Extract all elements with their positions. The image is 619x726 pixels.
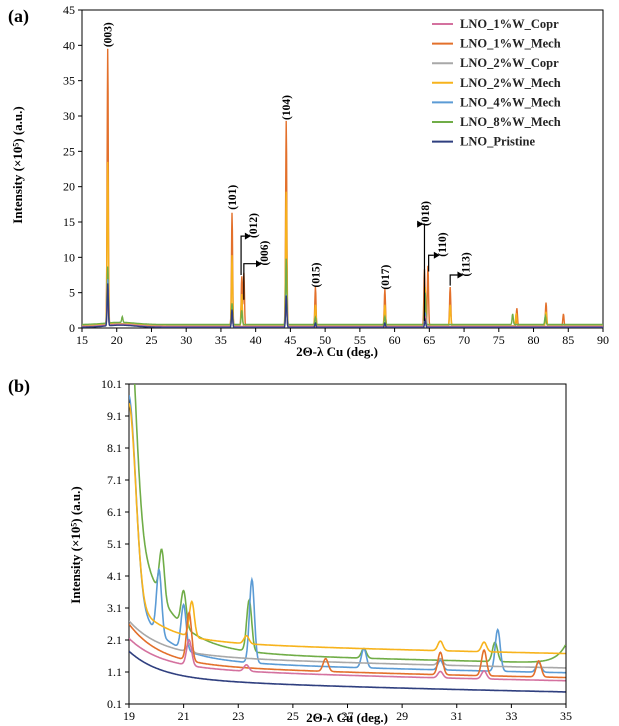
annotation-arrow — [243, 263, 257, 300]
peak-annotation: (110) — [437, 232, 449, 256]
y-tick-label: 8.1 — [107, 441, 122, 455]
x-tick-label: 27 — [342, 709, 354, 723]
y-tick-label: 4.1 — [107, 569, 122, 583]
x-tick-label: 29 — [396, 709, 408, 723]
peak-annotation: (012) — [248, 213, 260, 238]
panel-a-label: (a) — [8, 6, 29, 27]
peak-annotation: (015) — [310, 262, 322, 287]
annotation-arrowhead — [244, 232, 251, 240]
legend-label: LNO_8%W_Mech — [460, 115, 561, 129]
y-tick-label: 40 — [63, 38, 75, 52]
annotation-arrow — [428, 254, 434, 272]
chart-b-xlabel: 2Θ-λ Cu (deg.) — [306, 710, 388, 725]
x-tick-label: 30 — [180, 333, 192, 347]
y-tick-label: 5.1 — [107, 537, 122, 551]
panel-b-label: (b) — [8, 376, 30, 397]
peak-annotation: (018) — [420, 201, 432, 226]
x-tick-label: 75 — [493, 333, 505, 347]
series-line-LNO_2%W_Mech — [129, 402, 566, 655]
annotation-arrow — [449, 274, 458, 286]
annotation-arrowhead — [457, 271, 464, 279]
x-tick-label: 19 — [123, 709, 135, 723]
chart-b-ylabel: Intensity (×10⁵) (a.u.) — [68, 486, 83, 603]
series-line-LNO_1%W_Copr — [129, 637, 566, 682]
chart-a-ylabel: Intensity (×10⁵) (a.u.) — [10, 106, 25, 223]
y-tick-label: 0.1 — [107, 697, 122, 711]
legend-label: LNO_2%W_Copr — [460, 56, 559, 70]
y-tick-label: 10 — [63, 250, 75, 264]
legend-label: LNO_1%W_Copr — [460, 17, 559, 31]
x-tick-label: 55 — [354, 333, 366, 347]
chart-b-series — [129, 384, 566, 693]
series-line-LNO_2%W_Mech — [82, 161, 603, 327]
y-tick-label: 10.1 — [101, 377, 122, 391]
y-tick-label: 9.1 — [107, 409, 122, 423]
chart-a: 15 20 25 30 35 40 45 50 55 60 65 70 75 80 85 90 0 5 10 15 20… — [63, 3, 609, 347]
x-tick-label: 31 — [451, 709, 463, 723]
legend-label: LNO_4%W_Mech — [460, 95, 561, 109]
chart-b: 19 21 23 25 27 29 31 33 35 0.1 1.1 2.1 3.1 4.1 5.1 6.1 7… — [101, 377, 572, 723]
y-tick-label: 5 — [69, 286, 75, 300]
legend-label: LNO_Pristine — [460, 135, 535, 149]
y-tick-label: 7.1 — [107, 473, 122, 487]
annotation-arrowhead — [417, 220, 424, 228]
y-tick-label: 45 — [63, 3, 75, 17]
series-line-LNO_1%W_Copr — [82, 289, 603, 328]
series-line-LNO_4%W_Mech — [129, 394, 566, 674]
x-tick-label: 60 — [389, 333, 401, 347]
y-tick-label: 6.1 — [107, 505, 122, 519]
x-tick-label: 23 — [232, 709, 244, 723]
x-tick-label: 65 — [423, 333, 435, 347]
series-line-LNO_Pristine — [82, 283, 603, 328]
chart-a-legend: LNO_1%W_Copr LNO_1%W_Mech LNO_2%W_Copr LNO_… — [432, 17, 561, 149]
x-tick-label: 20 — [111, 333, 123, 347]
y-tick-label: 35 — [63, 74, 75, 88]
series-line-LNO_1%W_Mech — [129, 610, 566, 679]
x-tick-label: 33 — [505, 709, 517, 723]
y-tick-label: 30 — [63, 109, 75, 123]
y-tick-label: 1.1 — [107, 665, 122, 679]
x-tick-label: 21 — [178, 709, 190, 723]
x-tick-label: 50 — [319, 333, 331, 347]
x-tick-label: 85 — [562, 333, 574, 347]
x-tick-label: 90 — [597, 333, 609, 347]
series-line-LNO_4%W_Mech — [82, 279, 603, 328]
y-tick-label: 3.1 — [107, 601, 122, 615]
peak-annotation: (113) — [460, 252, 472, 276]
series-line-LNO_Pristine — [129, 650, 566, 693]
peak-annotation: (104) — [281, 95, 293, 120]
peak-annotation: (003) — [103, 22, 115, 47]
y-tick-label: 2.1 — [107, 633, 122, 647]
series-line-LNO_1%W_Mech — [82, 48, 603, 327]
peak-annotation: (101) — [227, 185, 239, 210]
chart-a-xlabel: 2Θ-λ Cu (deg.) — [296, 344, 378, 359]
annotation-arrowhead — [433, 251, 440, 259]
series-line-LNO_8%W_Mech — [82, 258, 603, 326]
legend-label: LNO_1%W_Mech — [460, 37, 561, 51]
x-tick-label: 40 — [250, 333, 262, 347]
x-tick-label: 45 — [284, 333, 296, 347]
annotation-arrow — [240, 235, 245, 275]
x-tick-label: 25 — [145, 333, 157, 347]
legend-label: LNO_2%W_Mech — [460, 76, 561, 90]
x-tick-label: 35 — [215, 333, 227, 347]
peak-annotation: (006) — [259, 240, 271, 265]
y-tick-label: 15 — [63, 215, 75, 229]
y-tick-label: 20 — [63, 180, 75, 194]
x-tick-label: 70 — [458, 333, 470, 347]
x-tick-label: 25 — [287, 709, 299, 723]
peak-annotation: (017) — [380, 265, 392, 290]
x-tick-label: 35 — [560, 709, 572, 723]
series-line-LNO_2%W_Copr — [82, 286, 603, 328]
x-tick-label: 15 — [76, 333, 88, 347]
annotation-arrowhead — [256, 260, 263, 268]
y-tick-label: 25 — [63, 144, 75, 158]
x-tick-label: 80 — [528, 333, 540, 347]
series-line-LNO_2%W_Copr — [129, 620, 566, 669]
y-tick-label: 0 — [69, 321, 75, 335]
